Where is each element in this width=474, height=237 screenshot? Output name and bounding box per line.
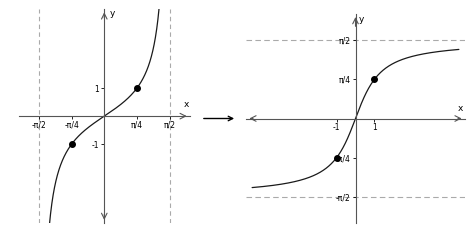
Text: x: x [184,100,190,109]
Text: y: y [109,9,115,18]
Text: y: y [358,15,364,24]
Text: x: x [458,104,464,113]
